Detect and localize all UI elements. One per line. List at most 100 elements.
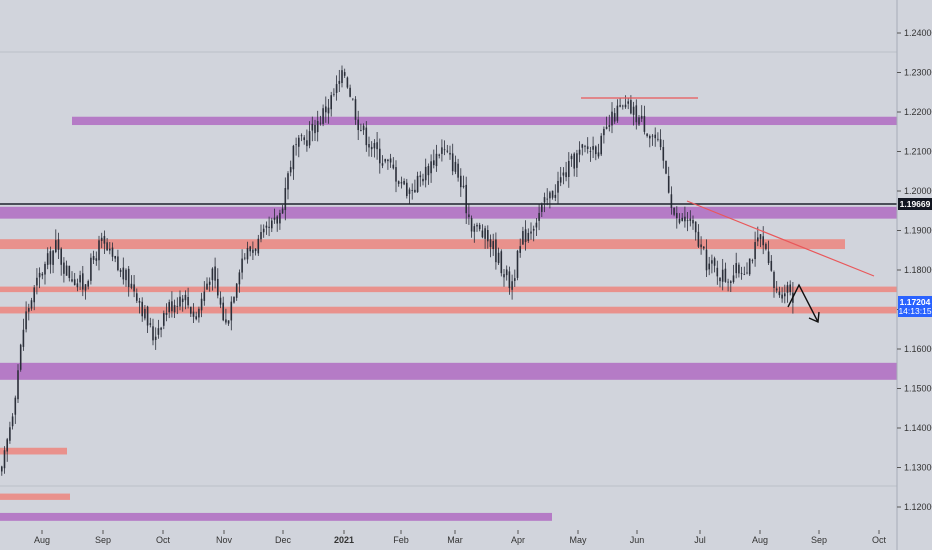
candle-body-92 — [249, 246, 251, 252]
candle-body-212 — [573, 153, 575, 169]
candle-body-207 — [559, 177, 562, 183]
candle-body-115 — [311, 123, 314, 131]
candle-body-231 — [624, 104, 627, 108]
candle-body-85 — [230, 301, 233, 321]
candle-body-79 — [214, 266, 216, 281]
candle-body-114 — [308, 131, 311, 146]
candle-body-145 — [392, 164, 395, 169]
candle-body-213 — [576, 153, 578, 168]
candle-body-17 — [46, 253, 49, 265]
candle-body-88 — [238, 272, 241, 285]
candle-body-236 — [638, 117, 640, 125]
zone-6 — [0, 306, 897, 314]
candle-body-81 — [219, 297, 222, 305]
candle-body-228 — [616, 105, 619, 121]
candle-body-44 — [119, 269, 122, 272]
candle-body-179 — [484, 228, 486, 239]
y-tick-label-7: 1.19000 — [904, 226, 932, 236]
candle-body-91 — [246, 248, 249, 260]
candle-body-26 — [71, 279, 73, 282]
candle-body-146 — [395, 167, 397, 182]
candle-body-169 — [457, 163, 459, 178]
candle-body-65 — [176, 305, 179, 307]
zone-7 — [0, 447, 67, 455]
candle-body-142 — [384, 159, 386, 162]
candle-body-149 — [403, 181, 405, 185]
candle-body-16 — [44, 263, 46, 275]
candle-body-124 — [335, 84, 338, 93]
candle-body-219 — [592, 146, 594, 150]
candle-body-62 — [168, 302, 170, 313]
candle-body-172 — [465, 184, 467, 214]
candle-body-130 — [352, 98, 354, 100]
candle-body-138 — [373, 142, 376, 149]
candle-body-281 — [759, 234, 762, 240]
candle-body-87 — [235, 283, 238, 298]
zone-3 — [0, 512, 552, 521]
candle-body-241 — [651, 135, 654, 137]
candle-body-170 — [460, 175, 462, 188]
candle-body-275 — [743, 273, 746, 275]
zone-8 — [0, 493, 70, 500]
candle-body-237 — [640, 115, 643, 119]
candle-body-45 — [122, 267, 125, 280]
candle-body-102 — [276, 216, 278, 224]
candle-body-30 — [82, 273, 84, 290]
candle-body-245 — [662, 147, 665, 161]
x-tick-label-0: Aug — [34, 535, 50, 545]
candle-body-272 — [735, 263, 737, 274]
candle-body-225 — [608, 125, 611, 127]
candle-body-69 — [187, 297, 189, 306]
candle-body-59 — [160, 327, 162, 330]
candle-body-158 — [427, 166, 430, 176]
y-tick-label-12: 1.24000 — [904, 28, 932, 38]
candle-body-119 — [322, 108, 324, 124]
candle-body-89 — [241, 258, 243, 273]
candle-body-178 — [481, 230, 484, 238]
x-tick-label-4: Dec — [275, 535, 292, 545]
candle-body-261 — [705, 249, 708, 271]
candle-body-133 — [360, 130, 362, 131]
countdown-label: 14:13:15 — [898, 306, 931, 316]
x-tick-label-3: Nov — [216, 535, 233, 545]
candle-body-196 — [530, 231, 532, 234]
candle-body-8 — [22, 329, 25, 347]
candle-body-153 — [414, 189, 416, 193]
candle-body-144 — [389, 158, 392, 163]
candle-body-242 — [654, 134, 656, 139]
candle-body-266 — [719, 277, 721, 282]
candle-body-210 — [568, 160, 570, 177]
candle-body-131 — [354, 99, 357, 120]
candle-body-107 — [289, 167, 292, 173]
zones-layer — [0, 116, 897, 521]
candle-body-55 — [149, 323, 152, 325]
candle-body-232 — [627, 101, 629, 104]
candle-body-174 — [470, 218, 473, 232]
candle-body-3 — [9, 427, 11, 441]
candle-body-73 — [198, 308, 200, 318]
candle-body-31 — [84, 284, 87, 291]
candle-body-168 — [454, 161, 457, 172]
x-tick-label-12: Aug — [752, 535, 768, 545]
candle-body-220 — [595, 146, 597, 155]
candle-body-290 — [784, 293, 786, 297]
x-tick-label-5: 2021 — [334, 535, 354, 545]
candle-body-159 — [430, 161, 432, 174]
candle-body-95 — [257, 238, 260, 254]
candle-body-157 — [424, 166, 427, 181]
candle-body-258 — [697, 231, 700, 247]
candle-body-151 — [408, 189, 411, 194]
candle-body-199 — [538, 212, 540, 221]
x-tick-label-14: Oct — [872, 535, 887, 545]
candle-body-112 — [303, 137, 305, 141]
candle-body-273 — [738, 264, 740, 274]
y-tick-label-10: 1.22000 — [904, 107, 932, 117]
y-tick-label-6: 1.18000 — [904, 265, 932, 275]
x-tick-label-13: Sep — [811, 535, 827, 545]
candle-body-0 — [1, 466, 3, 472]
candle-body-51 — [138, 300, 141, 303]
candle-body-139 — [376, 142, 378, 150]
candle-body-262 — [708, 263, 710, 270]
candle-body-246 — [665, 160, 667, 174]
arrow-path — [787, 283, 819, 323]
